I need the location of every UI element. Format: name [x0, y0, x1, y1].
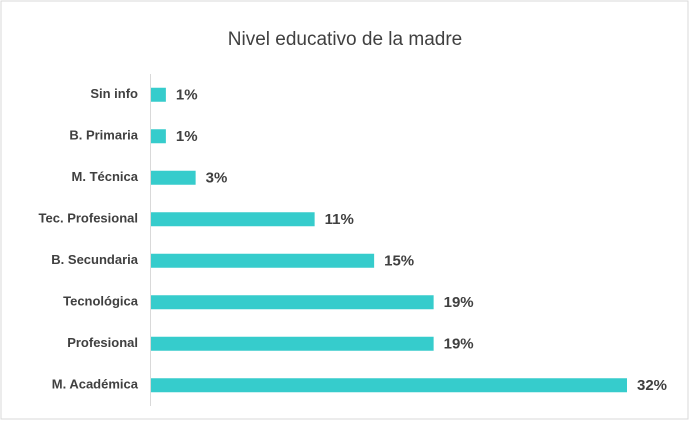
- y-tick-label: Sin info: [90, 86, 138, 101]
- bar: [151, 336, 434, 351]
- y-tick-label: Profesional: [67, 335, 138, 350]
- bar: [151, 170, 196, 185]
- bar: [151, 129, 166, 144]
- bar: [151, 378, 627, 393]
- y-tick-label: M. Académica: [52, 377, 139, 392]
- y-tick-label: Tecnológica: [63, 294, 139, 309]
- data-label: 11%: [325, 211, 354, 228]
- bar: [151, 87, 166, 102]
- data-label: 1%: [176, 128, 198, 145]
- y-tick-label: B. Secundaria: [51, 252, 138, 267]
- data-label: 15%: [384, 253, 414, 270]
- bar: [151, 212, 315, 227]
- data-label: 19%: [444, 294, 474, 311]
- y-tick-label: M. Técnica: [72, 169, 139, 184]
- data-label: 1%: [176, 87, 198, 104]
- bar: [151, 253, 375, 268]
- data-label: 19%: [444, 336, 474, 353]
- y-tick-label: Tec. Profesional: [39, 211, 138, 226]
- data-label: 3%: [206, 170, 228, 187]
- chart-title: Nivel educativo de la madre: [228, 29, 462, 50]
- data-label: 32%: [637, 377, 667, 394]
- y-tick-label: B. Primaria: [69, 128, 138, 143]
- bar: [151, 295, 434, 310]
